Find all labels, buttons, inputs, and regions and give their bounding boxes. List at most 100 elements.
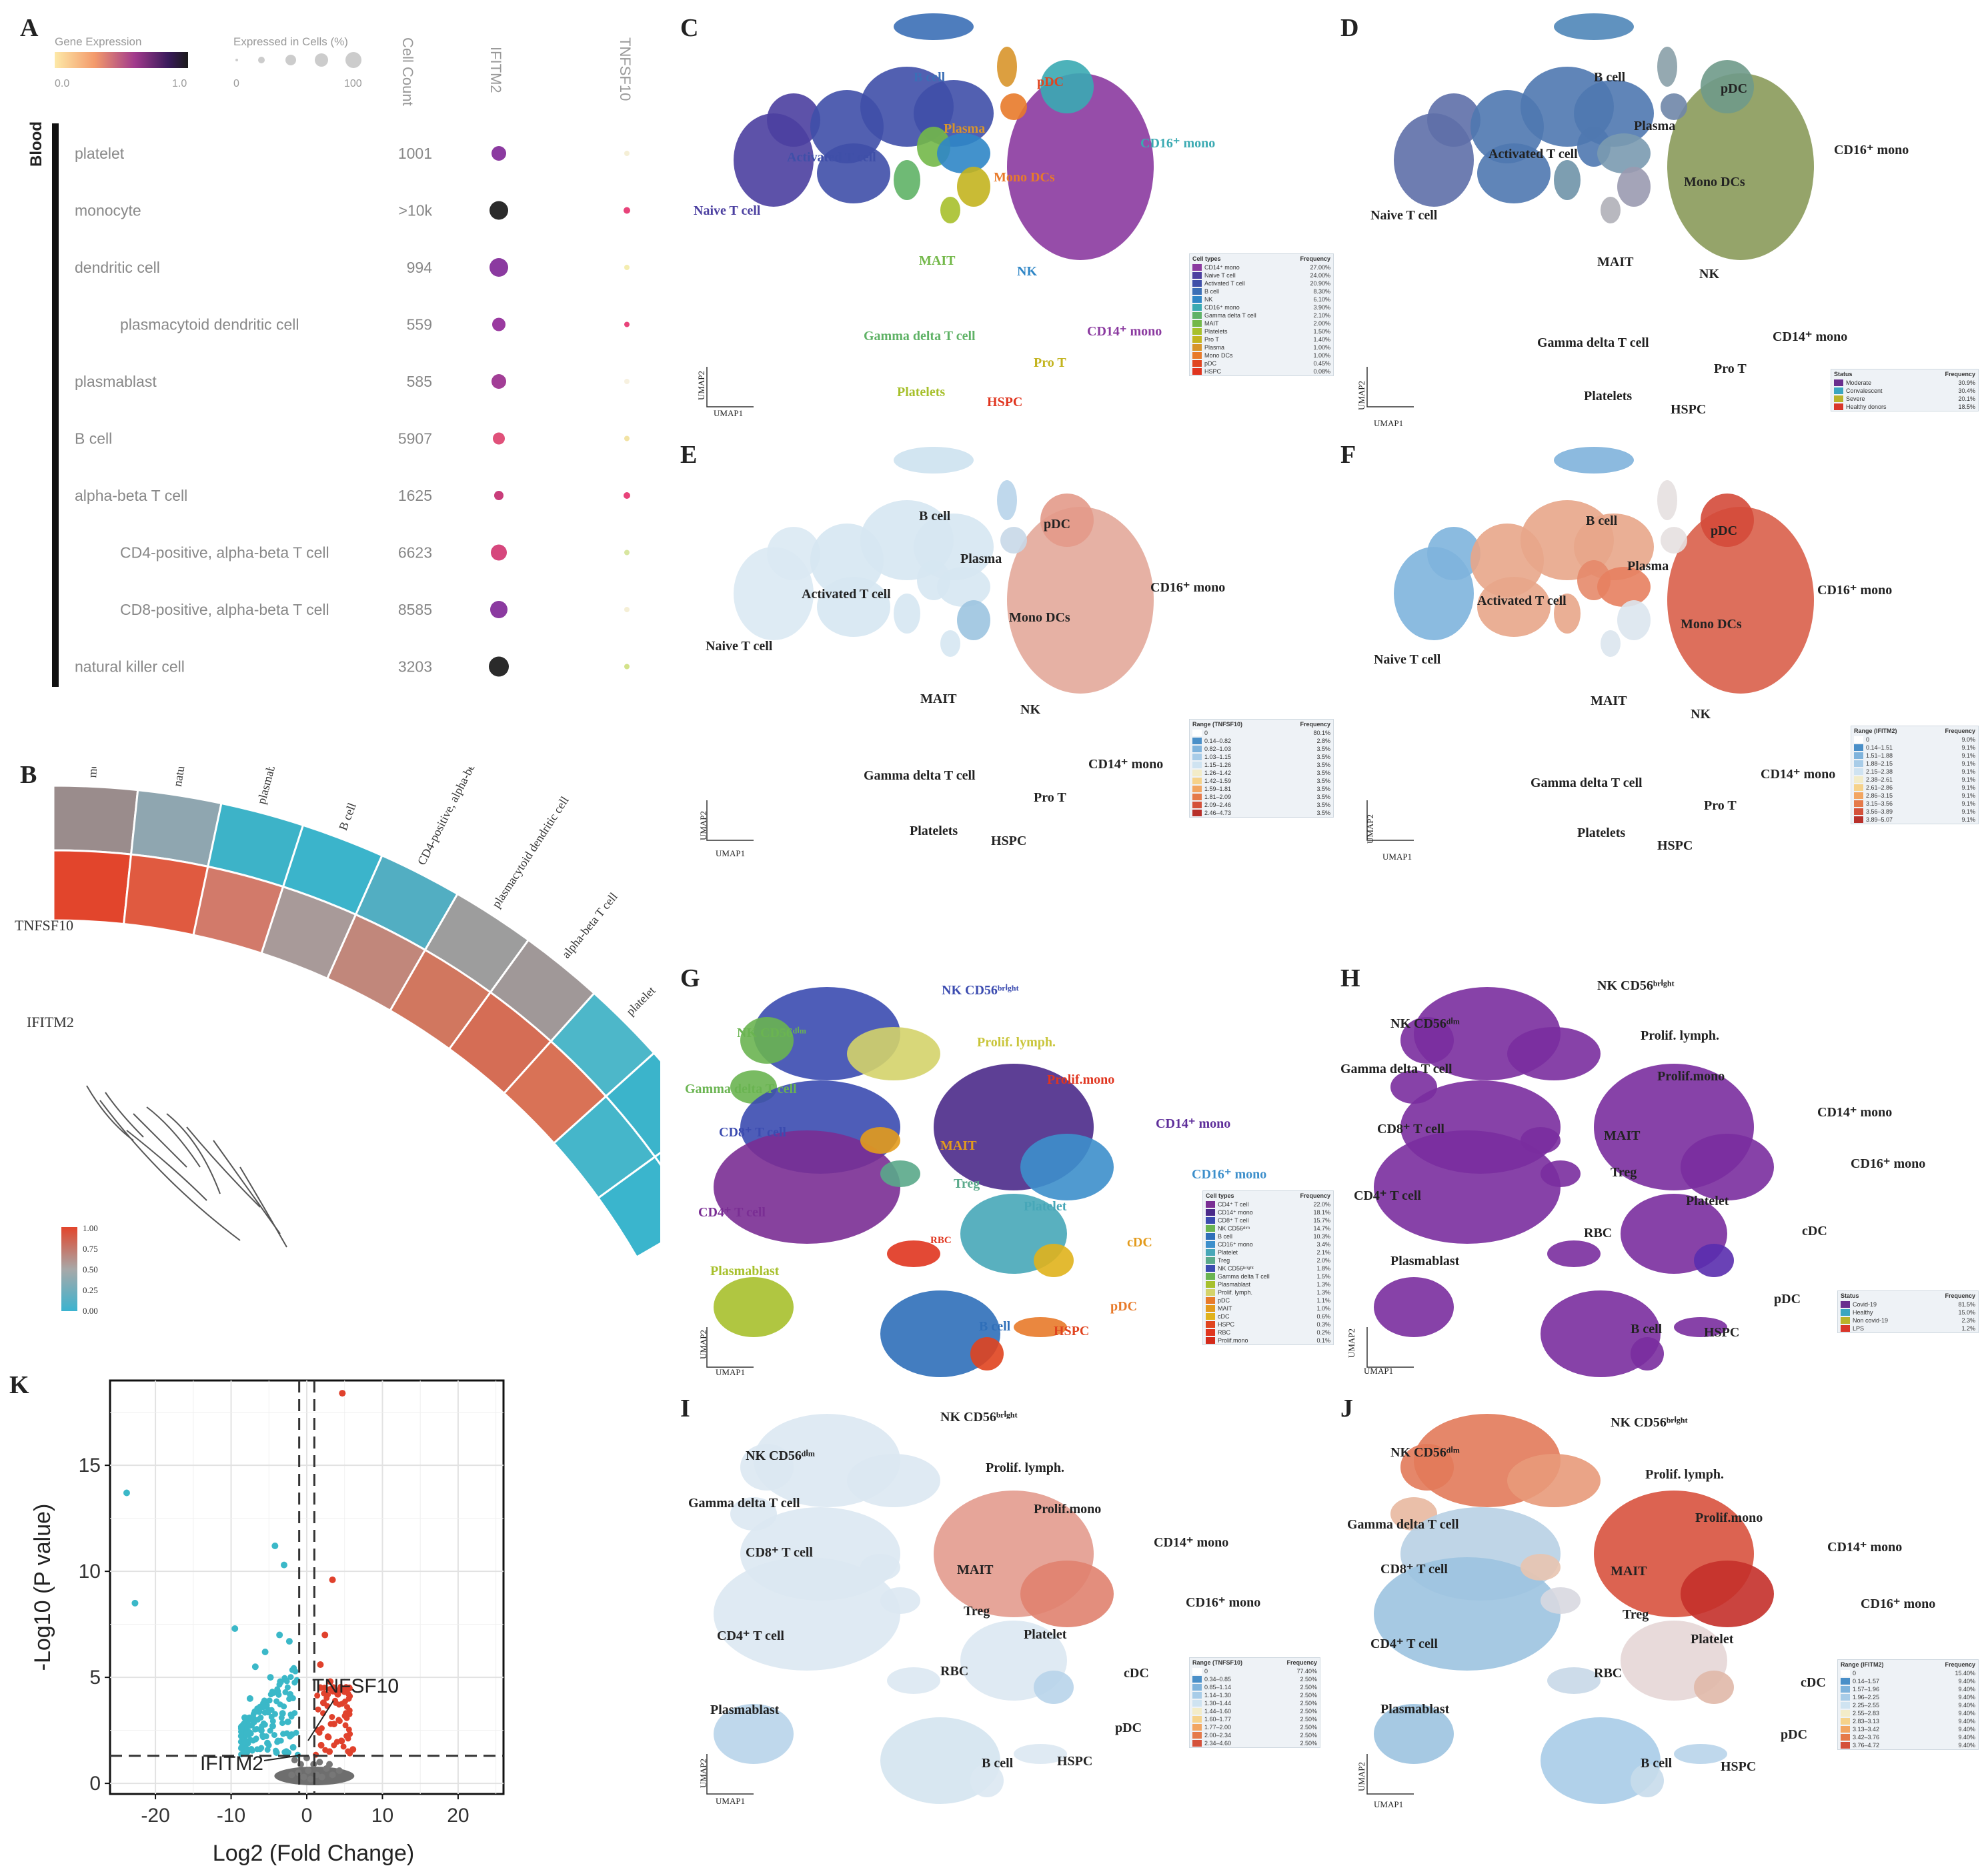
legend-swatch [1206,1249,1215,1256]
cell-cluster [1694,1244,1734,1277]
heatmap-cell [52,849,133,926]
j-label-rbc: RBC [1594,1666,1623,1681]
ifitm2-dot [491,374,506,389]
volcano-point [281,1675,288,1681]
cell-cluster [1000,527,1027,554]
volcano-point [239,1744,245,1751]
legend-row: 1.15–1.26 3.5% [1190,761,1333,769]
volcano-point [342,1722,349,1729]
panel-label-i: I [680,1394,690,1423]
h-label-rbc: RBC [1584,1226,1613,1240]
x-tick-label: 20 [447,1805,469,1827]
h-label-cd4-t: CD4⁺ T cell [1354,1188,1421,1203]
ifitm2-dot [489,656,509,677]
volcano-point [347,1750,353,1757]
legend-swatch [1206,1289,1215,1296]
c-label-mait: MAIT [919,253,956,268]
f-legend: Range (IFITM2) Frequency 0 9.0% 0.14–1.51 9.1… [1851,726,1979,824]
legend-swatch [1854,776,1863,783]
legend-row: NK CD56ᵇʳⁱᵍʰᵗ 1.8% [1203,1264,1333,1272]
g-label-platelet: Platelet [1024,1199,1067,1214]
legend-swatch [1854,800,1863,807]
legend-swatch [1206,1329,1215,1336]
cell-cluster [1657,47,1677,87]
legend-swatch [1192,368,1202,375]
i-label-cdc: cDC [1124,1666,1149,1681]
j-label-nk-bright: NK CD56ᵇʳⁱᵍʰᵗ [1611,1415,1688,1430]
legend-row: Convalescent 30.4% [1831,387,1978,395]
legend-row: 2.83–3.13 9.40% [1838,1717,1978,1725]
panel-g-umap [706,987,1114,1377]
cell-type-label: plasmacytoid dendritic cell [120,316,299,333]
cell-cluster [1547,1240,1601,1267]
legend-swatch [1192,802,1202,808]
cell-cluster [1427,93,1480,147]
c-label-platelets: Platelets [897,385,946,399]
legend-swatch [1192,352,1202,359]
legend-swatch [1192,754,1202,760]
volcano-point [271,1543,279,1549]
legend-row: Prolif. lymph. 1.3% [1203,1288,1333,1296]
d-label-cd14-mono: CD14⁺ mono [1773,329,1848,344]
cell-cluster [894,160,920,200]
cell-count: 559 [407,316,432,333]
i-umap1: UMAP1 [716,1796,746,1806]
volcano-point [273,1747,279,1754]
f-label-mono-dcs: Mono DCs [1681,617,1742,632]
volcano-point [261,1721,268,1728]
volcano-point [238,1725,245,1732]
cell-cluster [1554,447,1634,474]
legend-swatch [1192,344,1202,351]
legend-row: Plasma 1.00% [1190,343,1333,351]
legend-row: 1.26–1.42 3.5% [1190,769,1333,777]
legend-row: 0.14–1.57 9.40% [1838,1677,1978,1685]
legend-row: 0.14–0.82 2.8% [1190,737,1333,745]
panel-b-circular-heatmap: monocyte natural killer cell plasmablast B … [15,767,660,1316]
volcano-point [287,1711,294,1718]
volcano-point [276,1631,283,1639]
cell-cluster [940,630,960,657]
legend-header: Range (IFITM2) Frequency [1854,728,1975,734]
cell-cluster [1400,1444,1454,1491]
legend-row: CD14⁺ mono 27.00% [1190,263,1333,271]
volcano-point [341,1698,348,1705]
legend-swatch [1841,1742,1850,1749]
volcano-point [259,1734,266,1741]
cell-cluster [714,1704,794,1764]
x-tick-label: 10 [371,1805,393,1827]
j-label-b-cell: B cell [1641,1756,1673,1771]
panel-a-dotplot: Gene Expression 0.0 1.0 Expressed in Cel… [27,35,634,687]
panel-i-umap [706,1414,1114,1804]
cell-cluster [1554,160,1581,200]
volcano-point [278,1715,285,1721]
volcano-point [264,1747,271,1753]
cell-cluster [894,447,974,474]
column-label: platelet [624,984,658,1018]
panel-label-g: G [680,964,700,992]
x-axis-title: Log2 (Fold Change) [213,1841,414,1866]
e-label-pro-t: Pro T [1034,790,1066,805]
legend-swatch [1192,794,1202,800]
cell-cluster [1507,1027,1601,1080]
cell-cluster [1427,527,1480,580]
legend-row: Healthy donors 18.5% [1831,403,1978,411]
cell-cluster [1020,1134,1114,1200]
volcano-point [345,1726,352,1733]
c-label-naive-t: Naive T cell [694,203,761,218]
c-label-plasma: Plasma [944,121,986,136]
legend-row: CD14⁺ mono 18.1% [1203,1208,1333,1216]
volcano-point [279,1720,285,1727]
legend-row: 0 77.40% [1190,1667,1320,1675]
legend-swatch [1192,1692,1202,1699]
legend-swatch [1834,395,1843,402]
legend-swatch [1854,760,1863,767]
volcano-point [285,1638,293,1645]
e-umap2: UMAP2 [698,810,709,841]
e-label-gamma-delta: Gamma delta T cell [864,768,976,783]
volcano-point [267,1727,273,1734]
cell-cluster [1657,480,1677,520]
h-label-treg: Treg [1611,1165,1637,1180]
legend-swatch [1841,1702,1850,1709]
cell-count: 1001 [398,145,432,162]
legend-swatch [1841,1325,1850,1332]
